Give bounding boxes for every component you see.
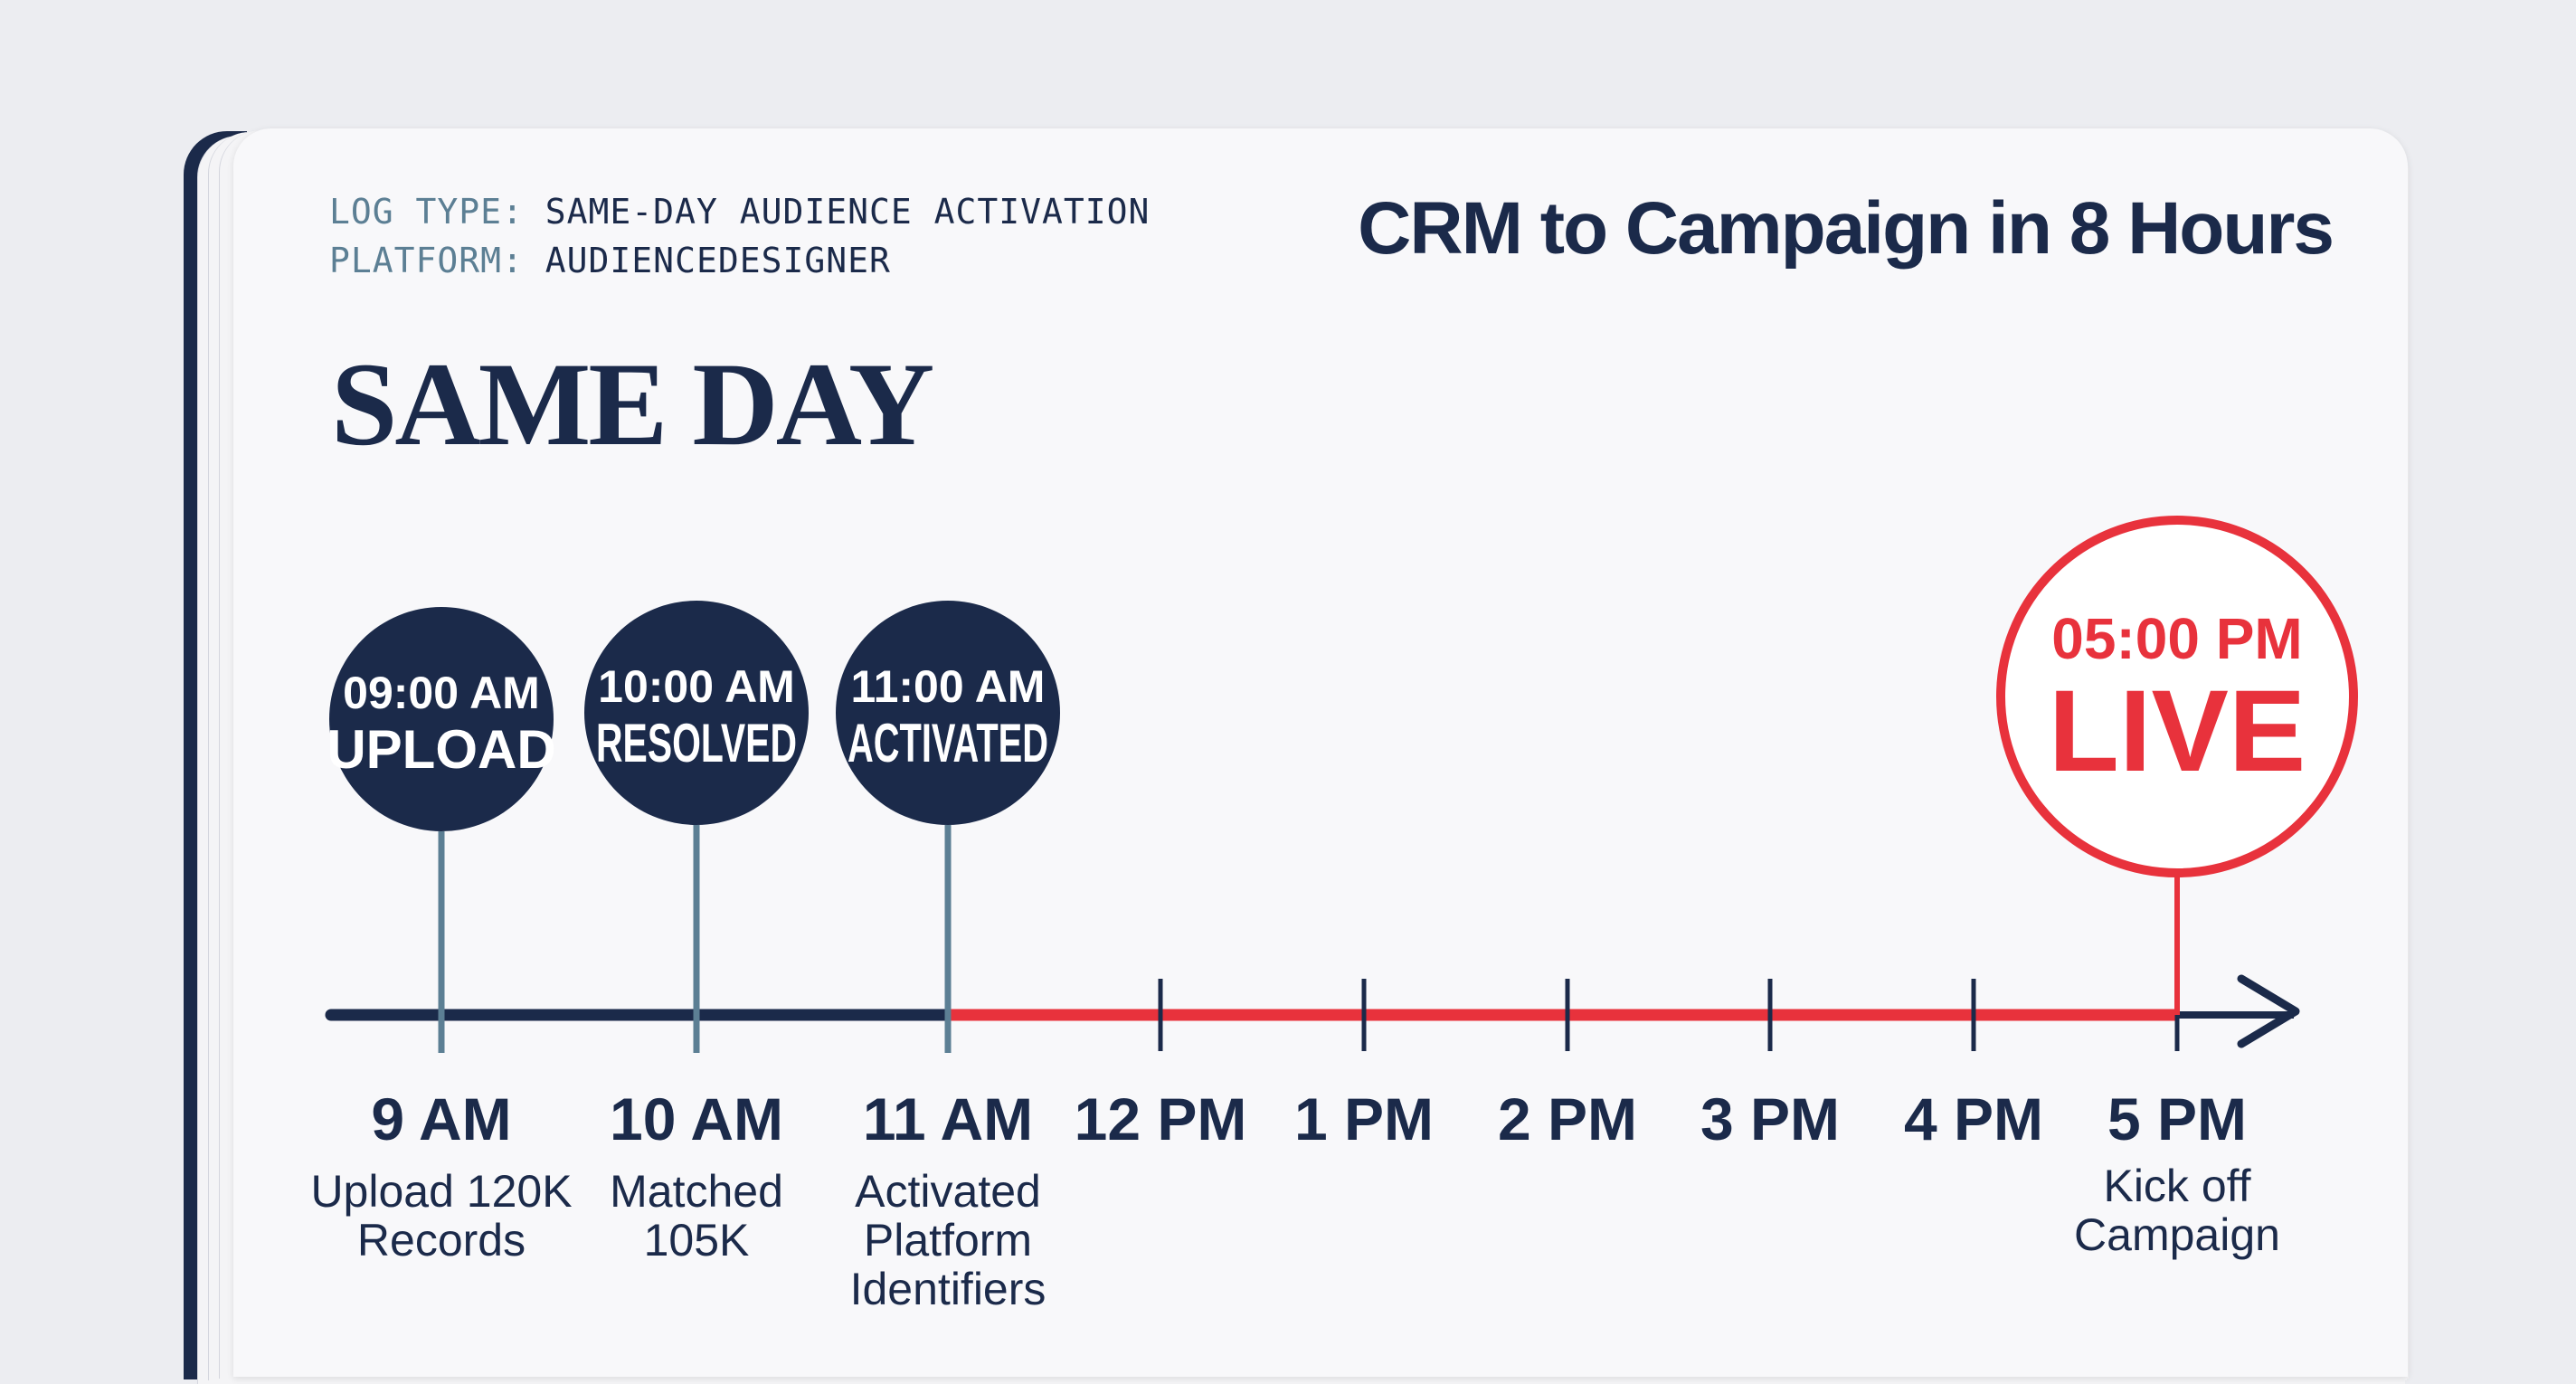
tick-label: 10 AM	[610, 1085, 783, 1152]
platform-label: PLATFORM:	[329, 241, 524, 280]
milestone-label: ACTIVATED	[848, 713, 1048, 773]
milestone-time: 10:00 AM	[598, 661, 795, 712]
milestone-caption: Platform	[864, 1215, 1032, 1266]
milestone-circle	[836, 601, 1060, 825]
tick-label: 9 AM	[371, 1085, 511, 1152]
tick-label: 1 PM	[1294, 1085, 1434, 1152]
tick-label: 2 PM	[1498, 1085, 1637, 1152]
milestone-label: RESOLVED	[596, 713, 797, 773]
milestone-circle	[584, 601, 809, 825]
milestone-caption: Upload 120K	[310, 1166, 572, 1217]
tick-label: 4 PM	[1904, 1085, 2043, 1152]
platform-value: AUDIENCEDESIGNER	[545, 241, 891, 280]
milestone-label: LIVE	[2049, 667, 2306, 796]
milestone-caption: Records	[357, 1215, 526, 1266]
headline: SAME DAY	[331, 337, 934, 470]
milestone-time: 05:00 PM	[2051, 606, 2302, 671]
arrow-head-icon	[2237, 974, 2300, 1048]
milestone-time: 11:00 AM	[851, 661, 1046, 712]
platform-line: PLATFORM: AUDIENCEDESIGNER	[329, 241, 891, 280]
milestone-time: 09:00 AM	[343, 668, 540, 718]
log-type-label: LOG TYPE:	[329, 192, 524, 232]
milestone-caption: 105K	[644, 1215, 750, 1266]
milestone-caption: Activated	[855, 1166, 1041, 1217]
tick-label: 3 PM	[1700, 1085, 1840, 1152]
tick-label: 11 AM	[863, 1085, 1033, 1152]
milestone-live-circle	[1996, 516, 2358, 877]
tick-label: 5 PM	[2107, 1085, 2247, 1152]
milestone-caption: Kick off	[2103, 1161, 2250, 1211]
milestone-label: UPLOAD	[327, 719, 555, 780]
document-title: CRM to Campaign in 8 Hours	[1358, 187, 2334, 270]
milestone-caption: Campaign	[2074, 1209, 2280, 1260]
log-type-line: LOG TYPE: SAME-DAY AUDIENCE ACTIVATION	[329, 192, 1150, 232]
milestone-caption: Matched	[610, 1166, 783, 1217]
milestone-circle	[329, 607, 554, 831]
log-type-value: SAME-DAY AUDIENCE ACTIVATION	[545, 192, 1151, 232]
milestone-caption: Identifiers	[850, 1264, 1046, 1314]
tick-label: 12 PM	[1075, 1085, 1247, 1152]
